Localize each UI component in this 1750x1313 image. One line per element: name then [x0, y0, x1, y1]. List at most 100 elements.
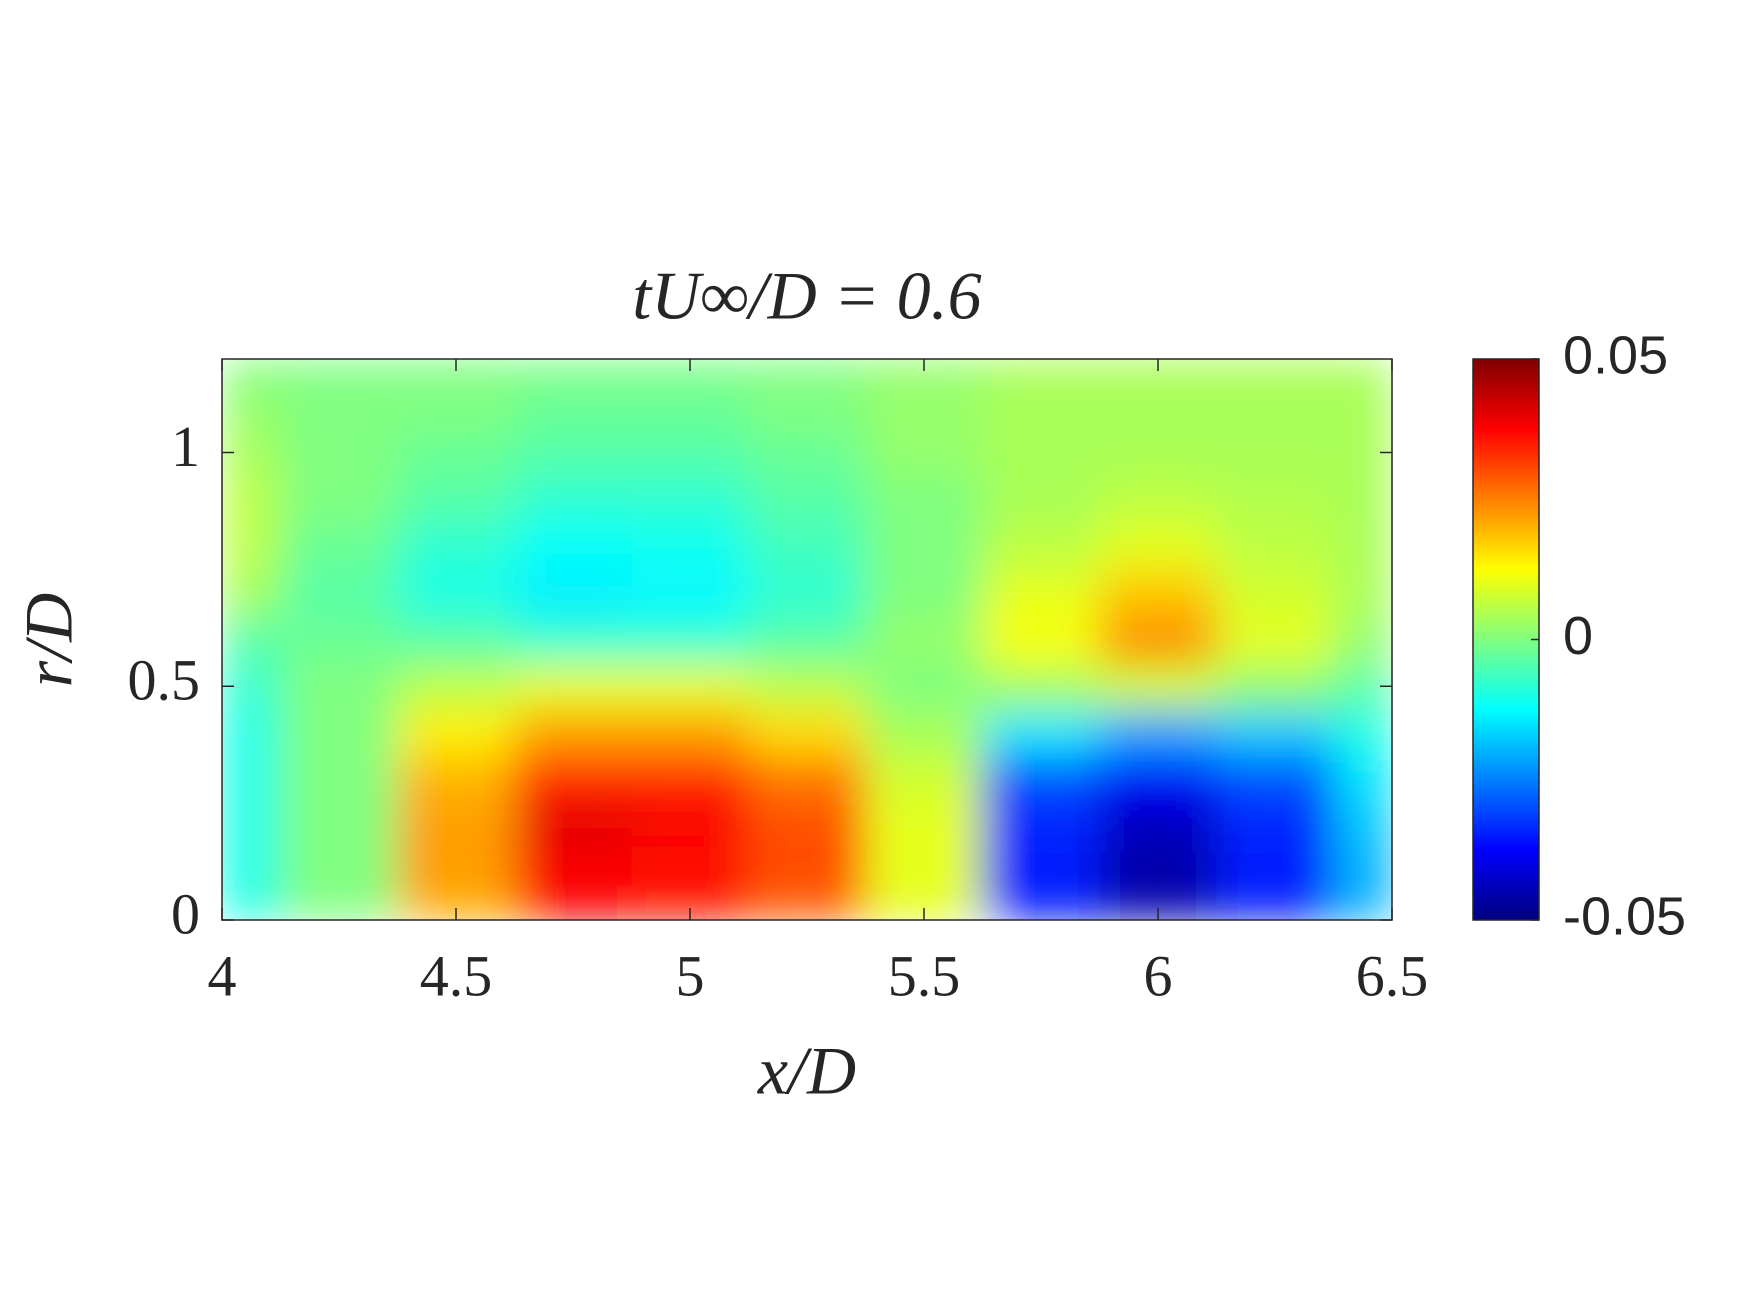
field-cell: [982, 429, 1100, 477]
x-tick-label: 4: [208, 943, 237, 1008]
field-cell: [631, 475, 749, 524]
field-cell: [865, 616, 983, 664]
field-cell: [280, 896, 398, 920]
colorbar: [1472, 358, 1540, 921]
field-cell: [1216, 803, 1334, 851]
field-cell: [982, 522, 1100, 570]
field-cell: [1333, 359, 1392, 383]
field-cell: [865, 756, 983, 804]
field-cell: [280, 616, 398, 664]
field-cell: [1099, 382, 1217, 430]
field-cell: [982, 849, 1100, 898]
field-cell: [1099, 522, 1217, 570]
field-cell: [222, 475, 281, 524]
field-cell: [1333, 616, 1392, 664]
field-cell: [1216, 662, 1334, 711]
field-cell: [280, 709, 398, 757]
field-cell: [865, 569, 983, 617]
field-cell: [1099, 709, 1217, 757]
chart-title: tU∞/D = 0.6: [632, 258, 981, 334]
field-cell: [397, 849, 515, 898]
x-tick-label: 4.5: [420, 943, 493, 1008]
field-cell: [982, 382, 1100, 430]
field-cell: [514, 382, 632, 430]
field-cell: [982, 662, 1100, 711]
field-cell: [280, 475, 398, 524]
field-cell: [1333, 475, 1392, 524]
field-cell: [982, 616, 1100, 664]
field-cell: [397, 756, 515, 804]
field-cell: [748, 569, 866, 617]
field-cell: [1099, 569, 1217, 617]
field-cell: [865, 662, 983, 711]
field-cell: [631, 756, 749, 804]
field-cell: [514, 849, 632, 898]
field-cell: [222, 756, 281, 804]
field-cell: [982, 709, 1100, 757]
field-cell: [280, 382, 398, 430]
field-cell: [748, 849, 866, 898]
field-cell: [748, 709, 866, 757]
field-cell: [1216, 756, 1334, 804]
field-cell: [865, 429, 983, 477]
field-cell: [748, 896, 866, 920]
field-cell: [865, 849, 983, 898]
field-cell: [1333, 896, 1392, 920]
field-cell: [748, 616, 866, 664]
field-cell: [397, 569, 515, 617]
field-cell: [280, 522, 398, 570]
field-cell: [1099, 662, 1217, 711]
field-cell: [280, 803, 398, 851]
field-cell: [514, 803, 632, 851]
field-cell: [222, 803, 281, 851]
field-cell: [514, 475, 632, 524]
colorbar-tick-label: 0.05: [1563, 325, 1668, 385]
field-cell: [514, 359, 632, 383]
field-cell: [280, 756, 398, 804]
y-axis-label: r/D: [11, 593, 87, 687]
field-cell: [222, 522, 281, 570]
field-cell: [748, 429, 866, 477]
field-cell: [222, 382, 281, 430]
colorbar-tick-label: -0.05: [1563, 886, 1686, 946]
field-cell: [1216, 429, 1334, 477]
field-cell: [397, 709, 515, 757]
field-cell: [280, 569, 398, 617]
field-cell: [1216, 475, 1334, 524]
field-cell: [748, 662, 866, 711]
field-cell: [514, 896, 632, 920]
field-cell: [631, 803, 749, 851]
field-cell: [982, 756, 1100, 804]
field-cell: [514, 522, 632, 570]
x-tick-label: 5: [676, 943, 705, 1008]
field-cell: [397, 475, 515, 524]
field-cell: [982, 569, 1100, 617]
field-cell: [280, 359, 398, 383]
field-cell: [397, 662, 515, 711]
field-cell: [631, 709, 749, 757]
field-cell: [865, 709, 983, 757]
field-cell: [631, 569, 749, 617]
field-cell: [1099, 616, 1217, 664]
field-cell: [280, 662, 398, 711]
field-cell: [865, 522, 983, 570]
x-tick-label: 6: [1144, 943, 1173, 1008]
field-cell: [1333, 849, 1392, 898]
field-cell: [1333, 382, 1392, 430]
field-cell: [397, 616, 515, 664]
field-cell: [222, 849, 281, 898]
field-cell: [222, 569, 281, 617]
field-cell: [748, 803, 866, 851]
field-cell: [514, 616, 632, 664]
field-cell: [222, 359, 281, 383]
y-tick-label: 0.5: [128, 648, 201, 713]
field-cell: [631, 616, 749, 664]
field-cell: [631, 382, 749, 430]
colorbar-tick-label: 0: [1563, 606, 1593, 666]
field-cell: [514, 756, 632, 804]
field-cell: [1099, 756, 1217, 804]
field-cell: [280, 429, 398, 477]
field-cell: [1216, 359, 1334, 383]
field-cell: [1216, 382, 1334, 430]
field-cell: [514, 709, 632, 757]
